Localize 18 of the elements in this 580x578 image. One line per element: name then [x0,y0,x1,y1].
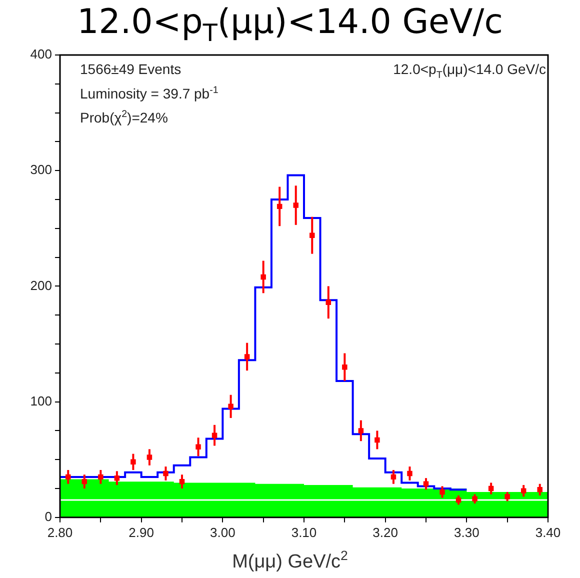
x-tick-label: 3.20 [372,524,398,540]
annotation: Luminosity = 39.7 pb$^{-1}$ [80,85,218,102]
x-tick-label: 3.10 [291,524,317,540]
chart-title: 12.0<p$_{T}$(μμ)<14.0 GeV/c [76,2,504,47]
y-tick-label: 400 [30,46,52,62]
annotation: 12.0<p$_{T}$(μμ)<14.0 GeV/c [393,61,546,81]
x-tick-label: 3.00 [210,524,236,540]
x-tick-label: 2.80 [47,524,73,540]
x-axis-title: M(μμ) GeV/c$^{2}$ [231,548,349,574]
annotation: Prob(χ$^{2}$)=24% [80,109,168,126]
y-tick-label: 0 [44,508,52,524]
x-tick-label: 3.40 [535,524,561,540]
annotation: 1566±49 Events [80,61,182,77]
y-tick-label: 200 [30,278,52,293]
x-tick-label: 3.30 [454,524,480,540]
y-tick-label: 100 [30,393,52,408]
x-tick-label: 2.90 [128,524,154,540]
y-tick-label: 300 [30,162,52,178]
